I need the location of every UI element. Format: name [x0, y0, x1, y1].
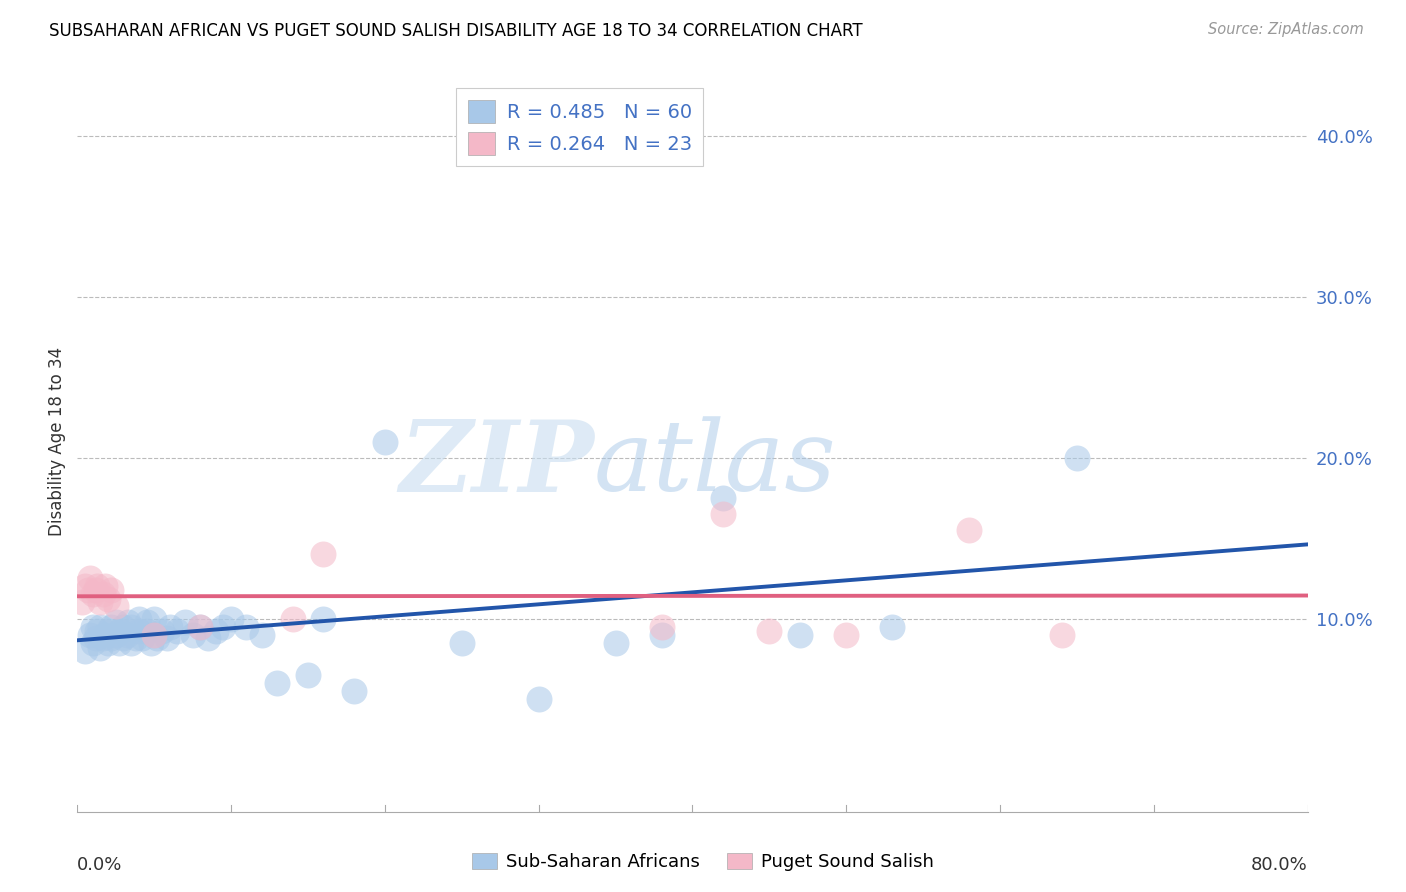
Point [82, 636, 104, 650]
Point [235, 619, 257, 633]
Point [94, 579, 117, 593]
Point [651, 628, 673, 642]
Point [204, 624, 226, 639]
Point [281, 611, 304, 625]
Point [143, 628, 166, 642]
Point [104, 615, 127, 629]
Point [711, 491, 734, 505]
Point [605, 636, 627, 650]
Point [131, 631, 153, 645]
Point [89, 619, 111, 633]
Point [188, 619, 212, 633]
Point [89, 640, 111, 655]
Point [1050, 628, 1073, 642]
Point [135, 615, 157, 629]
Point [120, 636, 142, 650]
Point [188, 619, 212, 633]
Point [343, 684, 366, 698]
Point [112, 619, 135, 633]
Point [128, 611, 150, 625]
Text: ZIP: ZIP [399, 416, 595, 512]
Point [108, 636, 131, 650]
Legend: R = 0.485   N = 60, R = 0.264   N = 23: R = 0.485 N = 60, R = 0.264 N = 23 [456, 88, 703, 167]
Point [789, 628, 811, 642]
Point [527, 692, 550, 706]
Point [70, 595, 93, 609]
Point [135, 624, 157, 639]
Point [84, 631, 107, 645]
Point [150, 624, 173, 639]
Point [146, 631, 169, 645]
Point [112, 631, 135, 645]
Point [93, 587, 115, 601]
Point [166, 624, 188, 639]
Point [128, 624, 150, 639]
Text: 0.0%: 0.0% [77, 856, 122, 874]
Point [86, 579, 108, 593]
Point [374, 434, 396, 449]
Point [297, 668, 319, 682]
Point [120, 619, 142, 633]
Text: 80.0%: 80.0% [1251, 856, 1308, 874]
Point [266, 676, 288, 690]
Legend: Sub-Saharan Africans, Puget Sound Salish: Sub-Saharan Africans, Puget Sound Salish [464, 846, 942, 879]
Point [97, 592, 120, 607]
Point [115, 628, 138, 642]
Point [141, 636, 163, 650]
Point [1066, 450, 1088, 465]
Point [86, 624, 108, 639]
Point [219, 611, 242, 625]
Point [143, 611, 166, 625]
Point [312, 611, 335, 625]
Point [79, 571, 101, 585]
Point [882, 619, 904, 633]
Point [835, 628, 858, 642]
Point [450, 636, 472, 650]
Point [79, 628, 101, 642]
Point [110, 624, 132, 639]
Point [197, 631, 219, 645]
Point [159, 619, 181, 633]
Point [181, 628, 204, 642]
Point [73, 579, 96, 593]
Point [143, 628, 166, 642]
Point [82, 587, 104, 601]
Point [212, 619, 235, 633]
Point [758, 624, 780, 639]
Point [155, 631, 177, 645]
Point [73, 644, 96, 658]
Point [312, 547, 335, 561]
Point [125, 631, 148, 645]
Point [97, 624, 120, 639]
Point [104, 599, 127, 613]
Point [77, 582, 100, 597]
Point [84, 582, 107, 597]
Text: Source: ZipAtlas.com: Source: ZipAtlas.com [1208, 22, 1364, 37]
Point [93, 631, 115, 645]
Point [957, 523, 980, 537]
Y-axis label: Disability Age 18 to 34: Disability Age 18 to 34 [48, 347, 66, 536]
Text: atlas: atlas [595, 416, 837, 511]
Point [711, 507, 734, 521]
Point [174, 615, 197, 629]
Point [100, 619, 122, 633]
Point [89, 595, 111, 609]
Point [250, 628, 273, 642]
Point [117, 615, 139, 629]
Point [100, 631, 122, 645]
Point [651, 619, 673, 633]
Point [82, 619, 104, 633]
Point [97, 636, 120, 650]
Point [104, 628, 127, 642]
Text: SUBSAHARAN AFRICAN VS PUGET SOUND SALISH DISABILITY AGE 18 TO 34 CORRELATION CHA: SUBSAHARAN AFRICAN VS PUGET SOUND SALISH… [49, 22, 863, 40]
Point [100, 582, 122, 597]
Point [94, 628, 117, 642]
